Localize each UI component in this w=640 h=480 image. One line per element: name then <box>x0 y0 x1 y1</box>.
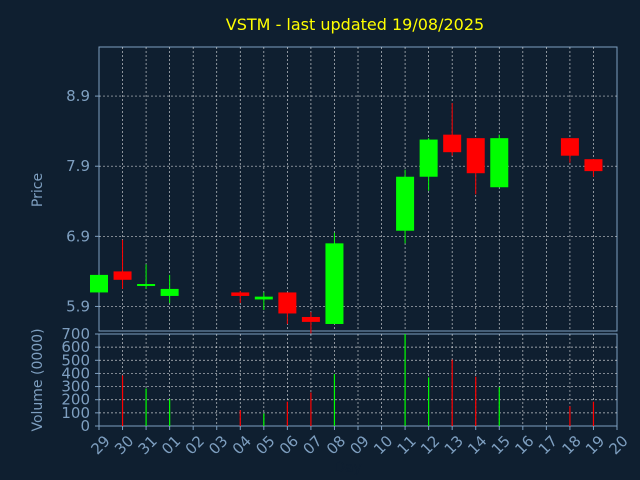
volume-bar <box>333 374 336 426</box>
x-tick-label: 05 <box>252 432 278 458</box>
x-tick-label: 09 <box>347 432 373 458</box>
x-tick-label: 07 <box>299 432 325 458</box>
price-y-ticks: 5.9 6.9 7.9 8.9 <box>66 87 99 315</box>
volume-bar <box>169 399 171 426</box>
x-axis-label: Day <box>334 460 362 476</box>
x-tick-label: 12 <box>417 432 443 458</box>
volume-bar <box>592 401 595 426</box>
volume-bar <box>451 359 453 426</box>
x-tick-label: 19 <box>582 432 608 458</box>
x-tick-label: 01 <box>158 432 184 458</box>
x-tick-label: 04 <box>229 432 255 458</box>
price-axis-label: Price <box>30 173 46 207</box>
x-tick-label: 10 <box>370 432 396 458</box>
volume-tick-label: 700 <box>61 325 90 343</box>
candle-body <box>160 288 179 296</box>
volume-bar <box>404 334 406 426</box>
candle-body <box>396 176 415 231</box>
volume-bar <box>286 401 288 426</box>
x-tick-label: 11 <box>394 432 420 458</box>
volume-tick-label: 300 <box>61 378 90 396</box>
candle-body <box>490 138 509 188</box>
volume-tick-label: 100 <box>61 404 90 422</box>
x-tick-label: 14 <box>464 432 490 458</box>
volume-bar <box>263 413 265 426</box>
x-tick-label: 03 <box>205 432 231 458</box>
volume-bar <box>121 375 124 426</box>
candle-body <box>301 316 320 322</box>
x-tick-label: 30 <box>111 432 137 458</box>
volume-tick-label: 200 <box>61 391 90 409</box>
candle-body <box>278 292 297 314</box>
volume-tick-label: 0 <box>80 417 90 435</box>
volume-tick-label: 600 <box>61 338 90 356</box>
candle-body <box>443 134 462 153</box>
x-ticks: 2930310102030405060708091011121314151617… <box>88 426 632 458</box>
candle-body <box>584 159 603 172</box>
x-tick-label: 13 <box>441 432 467 458</box>
price-tick-label: 5.9 <box>66 297 90 315</box>
candle-body <box>113 271 132 280</box>
candle-body <box>231 292 250 296</box>
chart-title: VSTM - last updated 19/08/2025 <box>226 15 484 34</box>
x-tick-label: 08 <box>323 432 349 458</box>
volume-bar <box>428 377 430 426</box>
volume-bar <box>145 388 147 426</box>
volume-bar <box>239 410 241 426</box>
x-tick-label: 18 <box>558 432 584 458</box>
candle-body <box>254 296 273 300</box>
volume-bar <box>310 392 312 426</box>
volume-tick-label: 400 <box>61 364 90 382</box>
x-tick-label: 02 <box>182 432 208 458</box>
candle-body <box>137 284 156 287</box>
candles <box>90 103 603 335</box>
x-tick-label: 06 <box>276 432 302 458</box>
volume-bar <box>475 376 477 426</box>
volume-bar <box>498 387 500 426</box>
price-tick-label: 8.9 <box>66 87 90 105</box>
candle-body <box>466 138 485 174</box>
volume-bars <box>121 334 595 426</box>
candle-body <box>325 243 344 324</box>
x-tick-label: 20 <box>606 432 632 458</box>
x-tick-label: 15 <box>488 432 514 458</box>
x-tick-label: 17 <box>535 432 561 458</box>
volume-axis-label: Volume (0000) <box>30 328 46 431</box>
candle-body <box>419 139 438 177</box>
volume-tick-label: 500 <box>61 351 90 369</box>
price-tick-label: 6.9 <box>66 227 90 245</box>
volume-bar <box>569 406 571 426</box>
x-tick-label: 16 <box>511 432 537 458</box>
price-tick-label: 7.9 <box>66 157 90 175</box>
candle-body <box>90 274 108 293</box>
candle-body <box>560 138 579 156</box>
x-tick-label: 29 <box>88 432 114 458</box>
x-tick-label: 31 <box>135 432 161 458</box>
